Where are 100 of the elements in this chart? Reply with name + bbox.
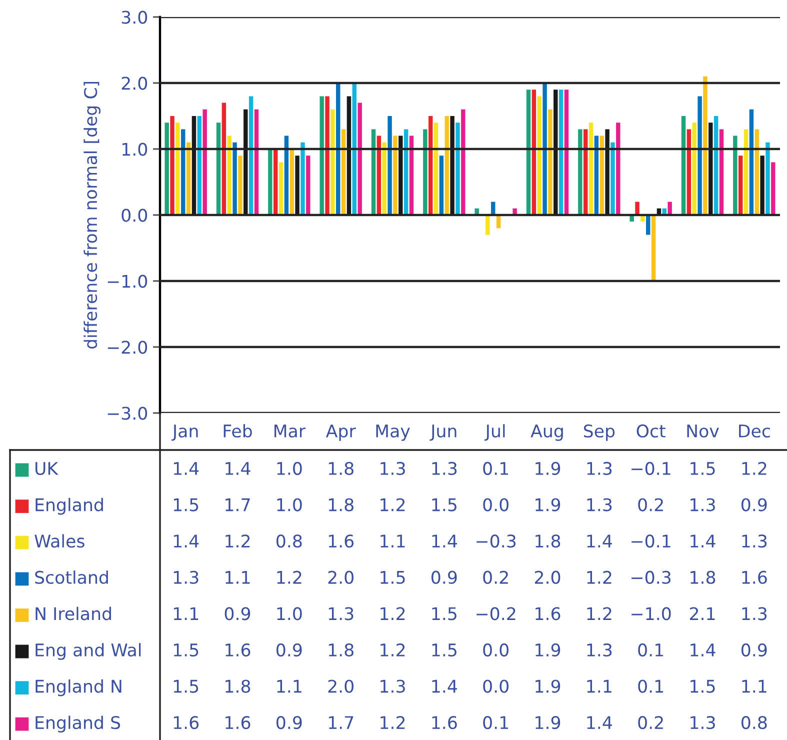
bar: [222, 102, 226, 215]
data-label: 1.3: [328, 607, 354, 620]
data-label: 1.5: [432, 607, 456, 620]
bar: [564, 90, 569, 215]
bar: [486, 215, 490, 235]
data-label: 0.8: [742, 716, 767, 730]
legend-label: UK: [36, 462, 58, 476]
bar: [388, 116, 392, 215]
data-label: 1.9: [536, 498, 560, 512]
data-label: 1.0: [277, 607, 302, 620]
data-label: 1.3: [587, 462, 612, 476]
data-label: 1.2: [380, 716, 405, 729]
legend-label: England S: [36, 716, 120, 732]
bar: [635, 202, 640, 215]
data-label: 2.0: [328, 680, 354, 693]
bar: [227, 136, 232, 215]
x-tick-label: Feb: [224, 424, 252, 438]
legend-label: England N: [36, 679, 122, 696]
bar: [248, 96, 254, 215]
bar: [542, 83, 547, 215]
bar: [738, 156, 743, 215]
y-tick-label: 1.0: [122, 142, 148, 156]
bar: [600, 136, 604, 215]
x-tick-label: Oct: [636, 424, 666, 438]
data-label: 1.9: [536, 716, 560, 730]
bar: [733, 136, 738, 215]
data-label: 0.2: [638, 716, 663, 730]
bar: [278, 162, 284, 215]
y-tick-label: −2.0: [108, 340, 148, 354]
data-label: 1.3: [742, 534, 767, 548]
x-tick-label: Aug: [530, 424, 563, 441]
data-label: 1.8: [536, 534, 560, 548]
data-label: 0.9: [742, 498, 767, 512]
x-tick-label: Apr: [326, 424, 356, 441]
bar: [336, 83, 340, 215]
bar: [444, 116, 449, 215]
bar: [616, 122, 620, 215]
data-label: 1.2: [380, 607, 405, 620]
data-label: 1.3: [432, 462, 457, 476]
x-tick-label: Dec: [739, 424, 770, 438]
data-label: 1.5: [690, 680, 715, 693]
y-axis-title: difference from normal [deg C]: [84, 82, 100, 349]
data-label: 1.3: [742, 607, 767, 620]
data-label: 1.3: [690, 498, 715, 512]
bar: [176, 122, 180, 215]
x-tick-label: Jun: [430, 424, 456, 441]
data-label: −1.0: [632, 607, 671, 620]
bar: [434, 122, 438, 215]
data-label: 1.9: [536, 462, 560, 476]
bar: [668, 202, 672, 215]
data-label: 1.4: [432, 534, 457, 548]
legend-label: N Ireland: [36, 606, 111, 620]
data-label: 1.3: [380, 462, 405, 476]
data-label: −0.2: [476, 607, 516, 620]
data-label: 1.4: [432, 680, 457, 693]
bar: [202, 109, 207, 215]
legend-label: Eng and Wal: [36, 643, 141, 660]
data-label: 1.6: [536, 607, 560, 620]
data-label: 1.2: [587, 570, 612, 584]
bar: [232, 142, 237, 215]
bar: [578, 129, 582, 215]
data-label: 0.9: [742, 643, 767, 657]
bar: [268, 149, 272, 215]
data-label: 1.7: [328, 716, 354, 729]
bar: [320, 96, 324, 215]
y-tick-label: 3.0: [122, 10, 148, 24]
data-label: 0.2: [638, 498, 663, 512]
bar: [254, 109, 259, 215]
bar: [651, 215, 656, 281]
data-label: 1.3: [380, 680, 405, 693]
data-label: 1.4: [226, 462, 250, 475]
x-tick-label: Sep: [584, 424, 615, 441]
bar: [583, 129, 588, 215]
data-label: 0.1: [483, 716, 508, 730]
data-label: 1.1: [587, 680, 612, 693]
bar: [376, 136, 382, 215]
data-label: 0.2: [483, 570, 508, 584]
bar: [749, 109, 754, 215]
x-tick-label: May: [376, 424, 410, 441]
data-label: 1.4: [690, 534, 716, 548]
data-label: 1.5: [380, 571, 405, 584]
data-label: 1.2: [277, 570, 302, 584]
bar: [594, 136, 599, 215]
bar: [698, 96, 702, 215]
bar: [681, 116, 686, 215]
data-label: 0.1: [483, 462, 508, 476]
y-tick-label: −1.0: [108, 274, 148, 288]
data-label: 1.3: [690, 716, 715, 730]
bar: [703, 76, 708, 215]
data-label: 0.1: [638, 643, 664, 657]
data-label: 1.3: [587, 498, 612, 512]
data-label: 0.0: [483, 680, 508, 693]
bar: [548, 109, 552, 215]
data-label: 2.0: [328, 570, 354, 584]
bar: [558, 90, 564, 215]
data-label: 1.8: [328, 498, 354, 512]
data-label: 1.3: [587, 643, 612, 657]
bar: [306, 156, 310, 215]
data-label: 0.8: [276, 534, 302, 548]
bar: [456, 122, 460, 215]
